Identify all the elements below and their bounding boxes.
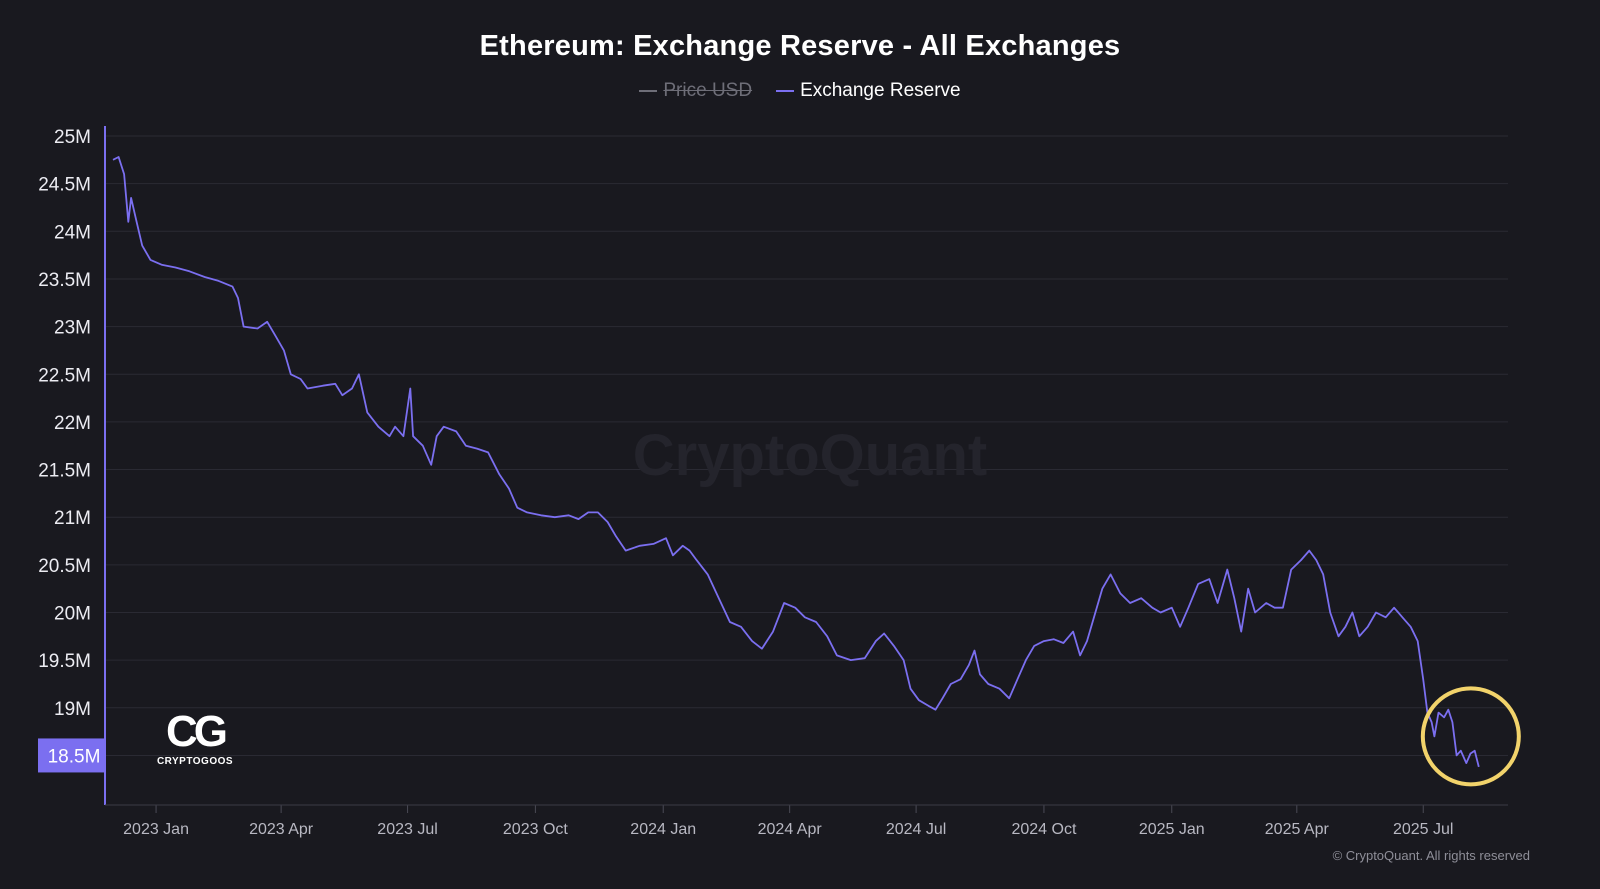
- y-tick-label: 22.5M: [38, 365, 91, 386]
- y-tick-label: 23.5M: [38, 270, 91, 291]
- chart-title: Ethereum: Exchange Reserve - All Exchang…: [479, 30, 1121, 62]
- grid-lines: [105, 135, 1508, 756]
- y-tick-label: 21M: [54, 508, 91, 529]
- x-tick-label: 2023 Apr: [249, 821, 314, 838]
- y-tick-label: 19M: [54, 699, 91, 720]
- x-tick-label: 2024 Apr: [758, 821, 823, 838]
- cryptogoos-logo: CG CRYPTOGOOS: [155, 707, 235, 768]
- current-value-bg: [38, 738, 105, 773]
- y-tick-label: 25M: [54, 127, 91, 148]
- y-tick-label: 19.5M: [38, 651, 91, 672]
- x-tick-label: 2023 Jul: [377, 821, 438, 838]
- x-tick-label: 2023 Oct: [503, 821, 568, 838]
- x-tick-label: 2024 Jan: [630, 821, 696, 838]
- copyright-notice: © CryptoQuant. All rights reserved: [1332, 848, 1530, 863]
- x-tick-label: 2024 Oct: [1011, 821, 1076, 838]
- series-line-exchange-reserve[interactable]: [112, 156, 1480, 768]
- legend: Price USD Exchange Reserve: [0, 80, 1600, 102]
- y-axis-ticks: 25M 24.5M 24M 23.5M 23M 22.5M 22M 21.5M 21M 20.5M…: [38, 127, 91, 720]
- watermark-text: CryptoQuant: [633, 423, 987, 488]
- legend-label-price-usd: Price USD: [663, 80, 753, 101]
- y-tick-label: 20M: [54, 604, 91, 625]
- x-tick-label: 2023 Jan: [123, 821, 189, 838]
- y-tick-label: 20.5M: [38, 556, 91, 577]
- highlight-circle: [1420, 686, 1521, 787]
- x-tick-label: 2025 Apr: [1265, 821, 1330, 838]
- legend-item-price-usd[interactable]: Price USD: [639, 80, 752, 102]
- y-tick-label: 21.5M: [38, 461, 91, 482]
- logo-text: CRYPTOGOOS: [156, 756, 234, 767]
- current-value-label: 18.5M: [38, 738, 105, 773]
- y-tick-label: 22M: [54, 413, 91, 434]
- x-axis-ticks: 2023 Jan 2023 Apr 2023 Jul 2023 Oct 2024 Jan…: [123, 805, 1453, 838]
- x-tick-label: 2024 Jul: [886, 821, 947, 838]
- legend-swatch-price-usd: [639, 90, 658, 92]
- current-value-text: 18.5M: [48, 746, 101, 767]
- logo-mark: CG: [166, 707, 228, 756]
- legend-label-exchange-reserve: Exchange Reserve: [800, 80, 961, 101]
- y-tick-label: 24M: [54, 222, 91, 243]
- x-tick-label: 2025 Jan: [1139, 821, 1205, 838]
- y-tick-label: 23M: [54, 318, 91, 339]
- legend-item-exchange-reserve[interactable]: Exchange Reserve: [776, 80, 961, 102]
- y-tick-label: 24.5M: [38, 175, 91, 196]
- x-tick-label: 2025 Jul: [1393, 821, 1454, 838]
- legend-swatch-exchange-reserve: [776, 90, 795, 92]
